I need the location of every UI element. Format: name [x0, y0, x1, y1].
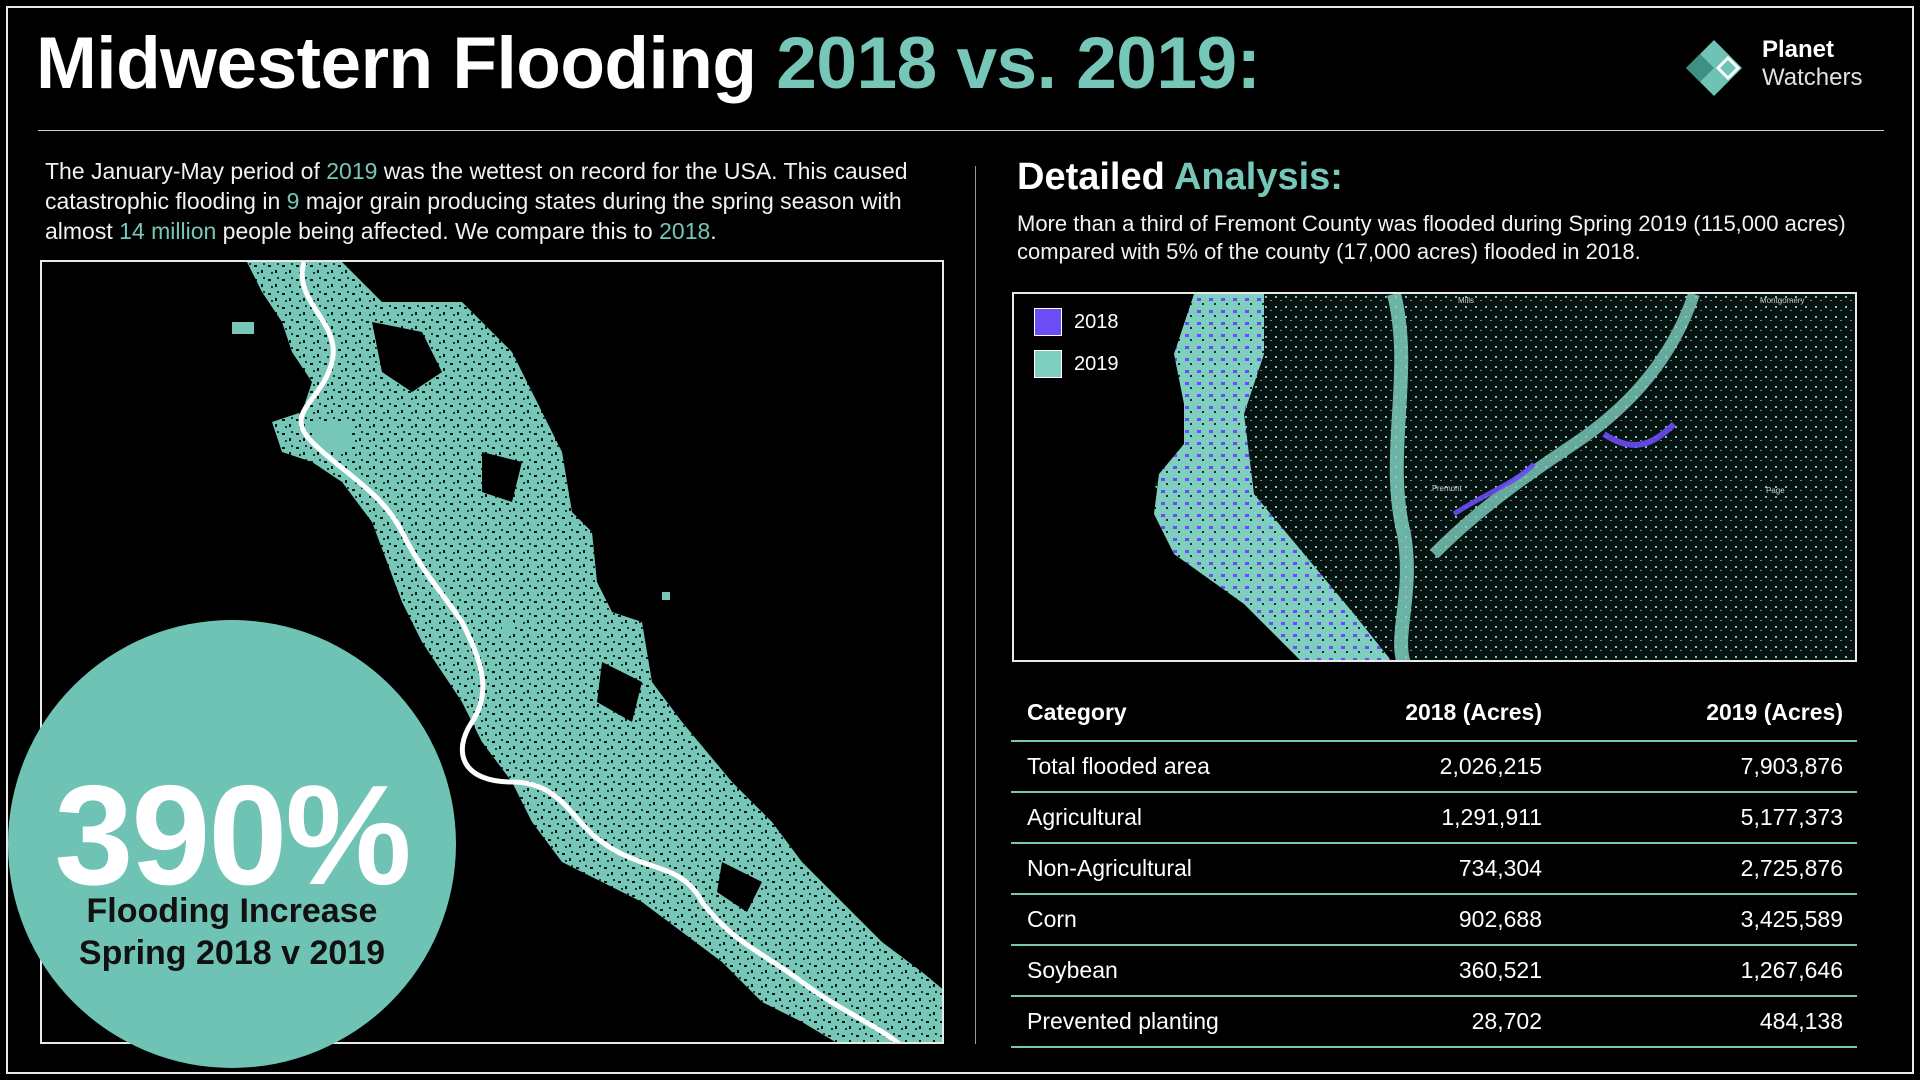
intro-paragraph: The January-May period of 2019 was the w…: [45, 156, 945, 246]
cell-2019: 5,177,373: [1542, 792, 1857, 844]
intro-year-2019: 2019: [326, 158, 378, 184]
map-label-mills: Mills: [1458, 296, 1474, 305]
column-divider: [975, 166, 976, 1044]
table-row: Prevented planting 28,702 484,138: [1011, 996, 1857, 1048]
cell-2018: 902,688: [1311, 894, 1542, 946]
legend-item-2019: 2019: [1034, 350, 1119, 378]
table-row: Non-Agricultural 734,304 2,725,876: [1011, 843, 1857, 895]
intro-affected-count: 14 million: [119, 218, 217, 244]
logo-text-watchers: Watchers: [1762, 64, 1863, 91]
table-header-row: Category 2018 (Acres) 2019 (Acres): [1011, 685, 1857, 742]
cell-2019: 1,267,646: [1542, 945, 1857, 997]
cell-2019: 2,725,876: [1542, 843, 1857, 895]
legend-label-2018: 2018: [1074, 310, 1119, 333]
table-row: Soybean 360,521 1,267,646: [1011, 945, 1857, 997]
stat-value: 390%: [54, 756, 411, 915]
cell-category: Prevented planting: [1011, 996, 1311, 1048]
map-label-montgomery: Montgomery: [1760, 296, 1805, 305]
analysis-description: More than a third of Fremont County was …: [1017, 211, 1846, 264]
cell-2018: 734,304: [1311, 843, 1542, 895]
legend-item-2018: 2018: [1034, 308, 1119, 336]
fremont-county-image: [1154, 294, 1855, 660]
intro-text: was the wettest on record for the USA. T…: [45, 158, 908, 214]
flood-satellite-image: [232, 262, 942, 1042]
header-2019: 2019 (Acres): [1542, 685, 1857, 742]
intro-year-2018: 2018: [659, 218, 711, 244]
map-label-fremont: Fremont: [1432, 484, 1462, 493]
header-category: Category: [1011, 685, 1311, 742]
cell-2018: 2,026,215: [1311, 741, 1542, 793]
logo-text-planet: Planet: [1762, 36, 1835, 63]
cell-category: Soybean: [1011, 945, 1311, 997]
table-row: Total flooded area 2,026,215 7,903,876: [1011, 741, 1857, 793]
cell-2018: 28,702: [1311, 996, 1542, 1048]
header-2018: 2018 (Acres): [1311, 685, 1542, 742]
intro-text: major grain producing states during the …: [45, 188, 902, 244]
flood-map-detail: 2018 2019 Mills Montgomery Fremont Page: [1012, 292, 1857, 662]
cell-2018: 360,521: [1311, 945, 1542, 997]
table-row: Agricultural 1,291,911 5,177,373: [1011, 792, 1857, 844]
cell-category: Agricultural: [1011, 792, 1311, 844]
cell-2019: 3,425,589: [1542, 894, 1857, 946]
cell-2019: 484,138: [1542, 996, 1857, 1048]
page-frame: [6, 6, 1914, 1074]
title-years: 2018 vs. 2019:: [776, 23, 1261, 104]
cell-category: Total flooded area: [1011, 741, 1311, 793]
stat-circle: 390% Flooding Increase Spring 2018 v 201…: [8, 620, 456, 1068]
analysis-heading-text: Detailed: [1017, 156, 1165, 198]
table-row: Corn 902,688 3,425,589: [1011, 894, 1857, 946]
stat-label: Flooding Increase: [86, 892, 378, 930]
planet-watchers-logo: Planet Watchers: [1680, 34, 1880, 104]
legend-swatch-2019: [1034, 350, 1062, 378]
intro-text: people being affected. We compare this t…: [216, 218, 660, 244]
intro-text: .: [710, 218, 717, 244]
cell-category: Corn: [1011, 894, 1311, 946]
intro-text: The January-May period of: [45, 158, 327, 184]
map-label-page: Page: [1766, 486, 1785, 495]
page-title: Midwestern Flooding 2018 vs. 2019:: [36, 22, 1261, 105]
diamond-logo-icon: [1686, 40, 1742, 96]
stat-sublabel: Spring 2018 v 2019: [78, 934, 386, 972]
cell-2019: 7,903,876: [1542, 741, 1857, 793]
legend-swatch-2018: [1034, 308, 1062, 336]
legend-label-2019: 2019: [1074, 352, 1119, 375]
intro-state-count: 9: [286, 188, 300, 214]
flood-data-table: Category 2018 (Acres) 2019 (Acres) Total…: [1011, 685, 1857, 1048]
analysis-heading-accent: Analysis:: [1173, 156, 1343, 198]
cell-category: Non-Agricultural: [1011, 843, 1311, 895]
cell-2018: 1,291,911: [1311, 792, 1542, 844]
title-text: Midwestern Flooding: [36, 23, 757, 104]
title-divider: [38, 130, 1884, 131]
analysis-heading: Detailed Analysis:: [1017, 156, 1343, 199]
